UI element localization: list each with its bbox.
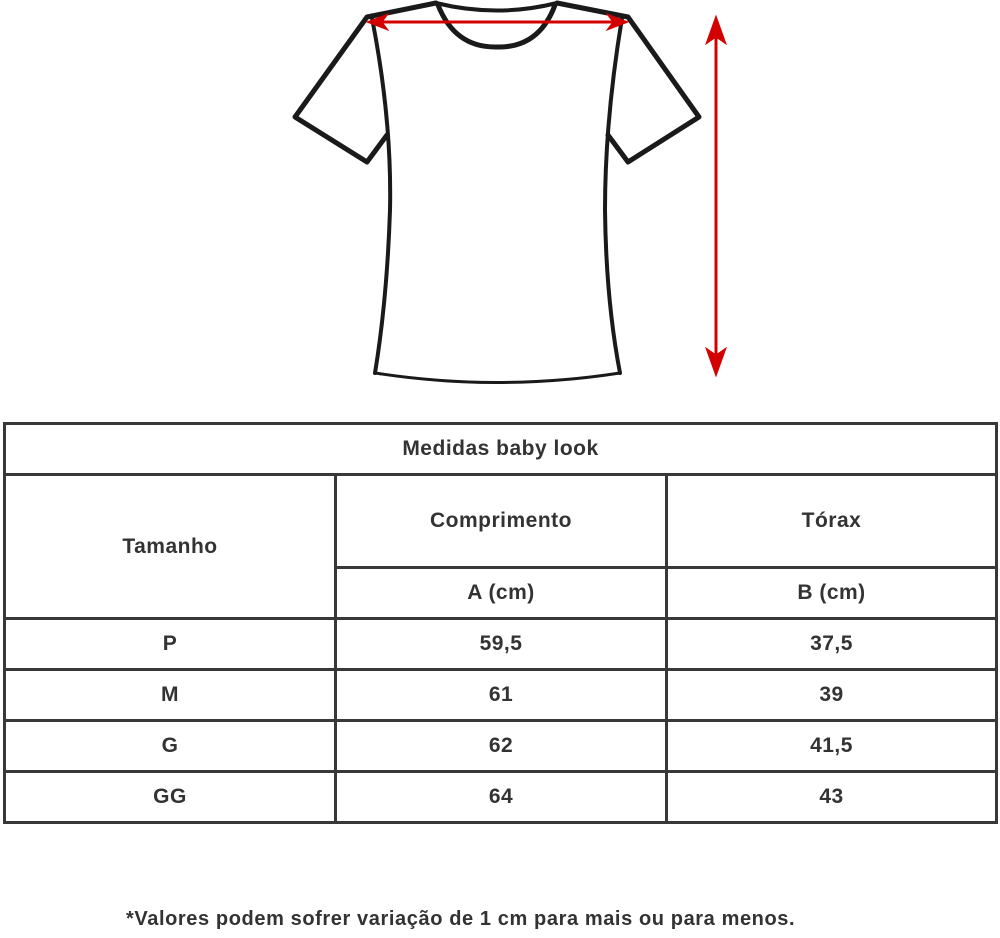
table-title: Medidas baby look (3, 422, 998, 476)
table-row: G 62 41,5 (3, 719, 998, 773)
cell-size: GG (3, 770, 337, 824)
cell-size: G (3, 719, 337, 773)
header-length: Comprimento (334, 473, 668, 569)
header-size: Tamanho (3, 473, 337, 620)
header-chest: Tórax (665, 473, 998, 569)
cell-length: 64 (334, 770, 668, 824)
cell-size: M (3, 668, 337, 722)
table-row: P 59,5 37,5 (3, 617, 998, 671)
cell-chest: 37,5 (665, 617, 998, 671)
table-row: M 61 39 (3, 668, 998, 722)
cell-chest: 39 (665, 668, 998, 722)
cell-size: P (3, 617, 337, 671)
cell-chest: 41,5 (665, 719, 998, 773)
cell-chest: 43 (665, 770, 998, 824)
length-arrow (705, 14, 727, 378)
t-shirt-icon (292, 0, 702, 384)
header-length-unit: A (cm) (334, 566, 668, 620)
width-arrow (365, 12, 630, 32)
table-row: GG 64 43 (3, 770, 998, 824)
cell-length: 62 (334, 719, 668, 773)
t-shirt-diagram (292, 0, 727, 384)
cell-length: 59,5 (334, 617, 668, 671)
footnote: *Valores podem sofrer variação de 1 cm p… (126, 908, 796, 930)
header-chest-unit: B (cm) (665, 566, 998, 620)
size-table: Medidas baby look Tamanho Comprimento Tó… (3, 422, 998, 824)
cell-length: 61 (334, 668, 668, 722)
